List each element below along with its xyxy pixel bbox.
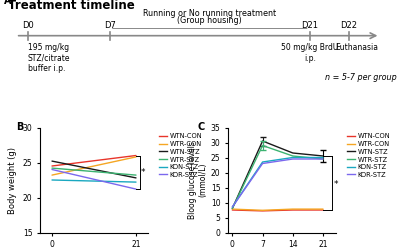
Text: *: * (141, 168, 146, 177)
Text: *: * (334, 180, 338, 189)
Text: B: B (16, 122, 24, 132)
Text: n = 5-7 per group: n = 5-7 per group (326, 72, 397, 82)
Text: (Group housing): (Group housing) (178, 16, 242, 26)
Text: 50 mg/kg BrdU
i.p.: 50 mg/kg BrdU i.p. (281, 43, 338, 63)
Text: D21: D21 (301, 20, 318, 30)
Legend: WTN-CON, WTR-CON, WTN-STZ, WTR-STZ, KON-STZ, KOR-STZ: WTN-CON, WTR-CON, WTN-STZ, WTR-STZ, KON-… (345, 131, 393, 180)
Text: D22: D22 (340, 20, 358, 30)
Text: Euthanasia: Euthanasia (335, 43, 378, 52)
Y-axis label: Body weight (g): Body weight (g) (8, 146, 17, 214)
Legend: WTN-CON, WTR-CON, WTN-STZ, WTR-STZ, KON-STZ, KOR-STZ: WTN-CON, WTR-CON, WTN-STZ, WTR-STZ, KON-… (157, 131, 205, 180)
Text: C: C (198, 122, 205, 132)
Text: Running or No running treatment: Running or No running treatment (143, 9, 276, 18)
Text: Treatment timeline: Treatment timeline (8, 0, 135, 12)
Y-axis label: Bloog glucose levels
(mmol/L): Bloog glucose levels (mmol/L) (188, 141, 208, 219)
Text: 195 mg/kg
STZ/citrate
buffer i.p.: 195 mg/kg STZ/citrate buffer i.p. (28, 43, 70, 73)
Text: D7: D7 (104, 20, 116, 30)
Text: A: A (4, 0, 12, 6)
Text: D0: D0 (22, 20, 33, 30)
